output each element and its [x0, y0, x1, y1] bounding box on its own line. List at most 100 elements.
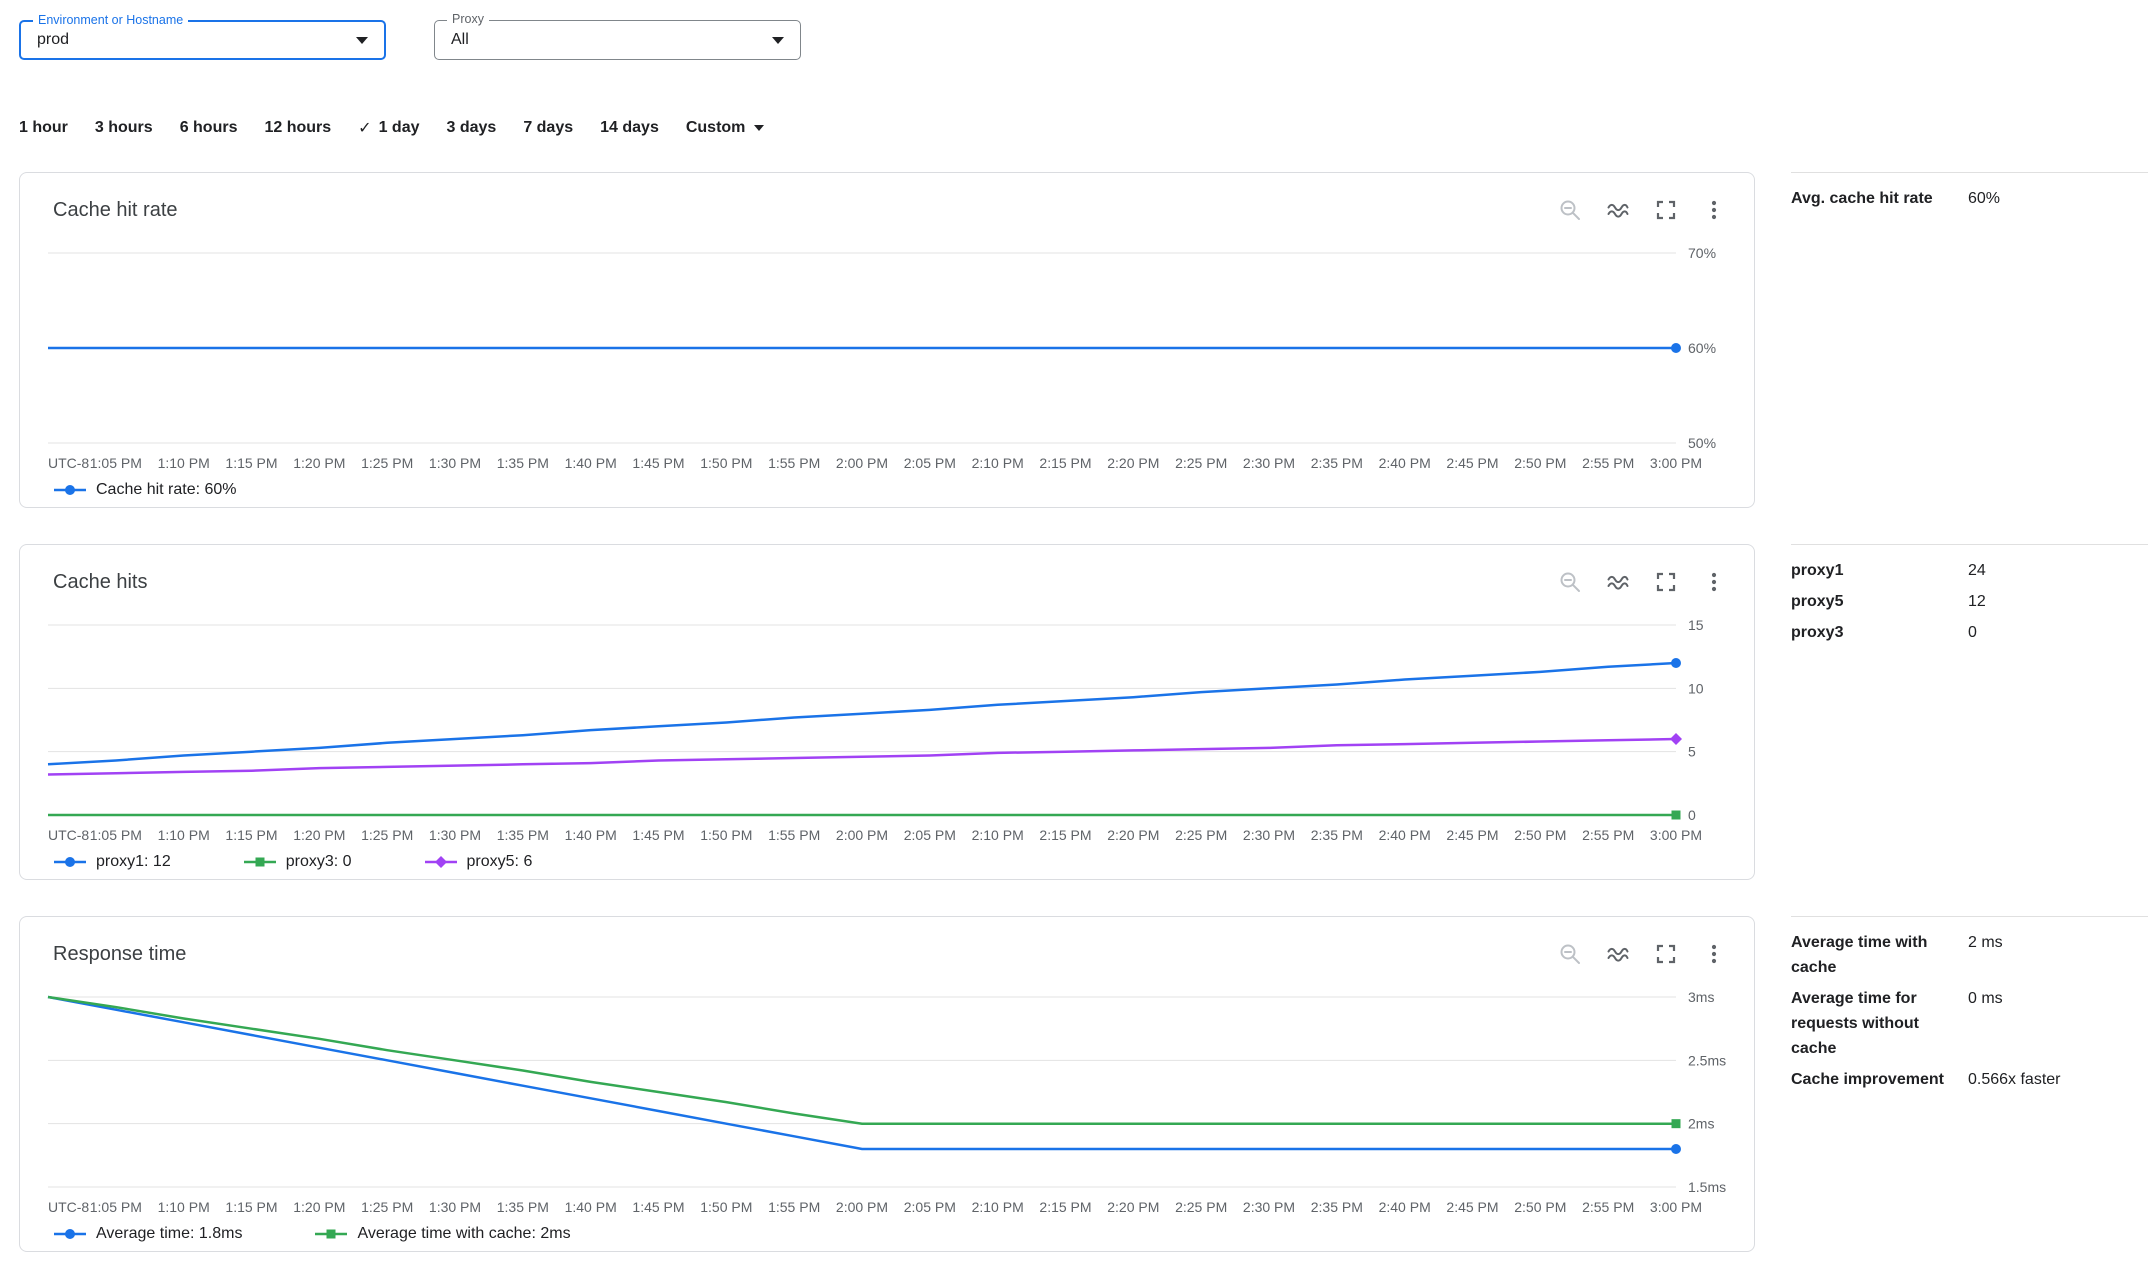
svg-text:1:05 PM: 1:05 PM: [90, 1199, 142, 1215]
legend-item[interactable]: Average time with cache: 2ms: [314, 1225, 571, 1243]
more-vert-icon[interactable]: [1702, 570, 1726, 594]
legend-item[interactable]: proxy5: 6: [424, 853, 533, 871]
time-range-1-day[interactable]: ✓ 1 day: [358, 118, 419, 138]
svg-text:1:50 PM: 1:50 PM: [700, 1199, 752, 1215]
svg-text:1:15 PM: 1:15 PM: [225, 455, 277, 471]
svg-text:1:30 PM: 1:30 PM: [429, 827, 481, 843]
svg-text:2:35 PM: 2:35 PM: [1311, 1199, 1363, 1215]
legend-marker-icon: [243, 857, 276, 867]
legend-item[interactable]: Cache hit rate: 60%: [53, 481, 237, 499]
time-range-3-days[interactable]: 3 days: [447, 119, 497, 137]
cache-hit-rate-chart[interactable]: 70% 60% 50% UTC-8 1:05 PM 1:10 PM 1:15 PM 1:20 …: [20, 247, 1754, 473]
legend-label: proxy5: 6: [466, 853, 533, 870]
arrow-drop-down-icon: [754, 125, 765, 131]
svg-text:1:25 PM: 1:25 PM: [361, 1199, 413, 1215]
svg-text:3:00 PM: 3:00 PM: [1650, 455, 1702, 471]
proxy-select[interactable]: Proxy All: [434, 12, 801, 60]
legend-item[interactable]: proxy1: 12: [53, 853, 171, 871]
stat-row: Cache improvement 0.566x faster: [1791, 1067, 2148, 1092]
time-range-label: 7 days: [523, 119, 574, 136]
stat-label: Avg. cache hit rate: [1791, 190, 1933, 207]
svg-text:2:40 PM: 2:40 PM: [1379, 455, 1431, 471]
legend-label: Average time: 1.8ms: [96, 1225, 243, 1242]
svg-text:2:25 PM: 2:25 PM: [1175, 455, 1227, 471]
time-range-7-days[interactable]: 7 days: [523, 119, 573, 137]
response-time-chart[interactable]: 3ms 2.5ms 2ms 1.5ms UTC-8 1:05 PM 1:10 PM 1:15 …: [20, 991, 1754, 1217]
zoom-out-icon[interactable]: [1558, 198, 1582, 222]
legend-item[interactable]: proxy3: 0: [243, 853, 352, 871]
svg-text:UTC-8: UTC-8: [48, 1199, 89, 1215]
legend-marker-icon: [54, 857, 86, 867]
time-range-label: 14 days: [600, 119, 659, 136]
more-vert-icon[interactable]: [1702, 198, 1726, 222]
svg-text:1:25 PM: 1:25 PM: [361, 827, 413, 843]
time-range-6-hours[interactable]: 6 hours: [180, 119, 238, 137]
legend-label: Average time with cache: 2ms: [357, 1225, 571, 1242]
svg-text:2:45 PM: 2:45 PM: [1446, 1199, 1498, 1215]
response-time-summary-panel: Average time with cache 2 ms Average time …: [1791, 916, 2148, 1252]
time-range-3-hours[interactable]: 3 hours: [95, 119, 153, 137]
time-range-14-days[interactable]: 14 days: [600, 119, 659, 137]
chart-title: Cache hits: [53, 570, 148, 593]
more-vert-icon[interactable]: [1702, 942, 1726, 966]
smooth-line-icon[interactable]: [1606, 942, 1630, 966]
proxy-select-value: All: [451, 31, 469, 48]
stat-value: 2 ms: [1968, 934, 2003, 951]
stat-row: proxy3 0: [1791, 620, 2148, 645]
fullscreen-icon[interactable]: [1654, 198, 1678, 222]
svg-text:70%: 70%: [1688, 247, 1716, 261]
svg-text:1:20 PM: 1:20 PM: [293, 1199, 345, 1215]
chart-title: Cache hit rate: [53, 198, 178, 221]
svg-text:1:35 PM: 1:35 PM: [497, 455, 549, 471]
svg-text:1:10 PM: 1:10 PM: [158, 1199, 210, 1215]
legend-item[interactable]: Average time: 1.8ms: [53, 1225, 242, 1243]
smooth-line-icon[interactable]: [1606, 198, 1630, 222]
time-range-1-hour[interactable]: 1 hour: [19, 119, 68, 137]
cache-hits-chart[interactable]: 15 10 5 0 UTC-8 1:05 PM 1:10 PM 1:15 PM 1:20 PM 1…: [20, 619, 1754, 845]
cache-hits-summary-panel: proxy1 24 proxy5 12 proxy3 0: [1791, 544, 2148, 880]
time-range-selector: 1 hour 3 hours 6 hours 12 hours ✓ 1 day 3 days…: [19, 118, 2148, 138]
svg-text:2ms: 2ms: [1688, 1116, 1714, 1132]
stat-value: 12: [1968, 593, 1986, 610]
svg-text:2:20 PM: 2:20 PM: [1107, 827, 1159, 843]
svg-text:1:20 PM: 1:20 PM: [293, 827, 345, 843]
stat-label: Cache improvement: [1791, 1071, 1944, 1088]
time-range-custom[interactable]: Custom: [686, 119, 765, 137]
stat-label: Average time for requests without cache: [1791, 990, 1920, 1057]
legend-marker-icon: [54, 1229, 86, 1239]
svg-text:2:45 PM: 2:45 PM: [1446, 827, 1498, 843]
svg-text:1.5ms: 1.5ms: [1688, 1179, 1726, 1195]
svg-text:2:50 PM: 2:50 PM: [1514, 455, 1566, 471]
svg-text:2:40 PM: 2:40 PM: [1379, 827, 1431, 843]
svg-text:5: 5: [1688, 744, 1696, 760]
fullscreen-icon[interactable]: [1654, 570, 1678, 594]
chart-toolbar: [1558, 942, 1726, 966]
cache-hits-card: Cache hits 15 10 5 0 UTC-8 1:05 PM 1:10 PM 1:15 …: [19, 544, 1755, 880]
chart-legend: Average time: 1.8ms Average time with cac…: [20, 1217, 1754, 1251]
stat-value: 0.566x faster: [1968, 1071, 2061, 1088]
stat-value: 60%: [1968, 190, 2001, 207]
svg-text:UTC-8: UTC-8: [48, 455, 89, 471]
svg-text:60%: 60%: [1688, 340, 1716, 356]
time-range-label: 3 hours: [94, 119, 153, 136]
svg-text:2:00 PM: 2:00 PM: [836, 1199, 888, 1215]
environment-select-label: Environment or Hostname: [33, 13, 189, 27]
svg-text:1:40 PM: 1:40 PM: [565, 1199, 617, 1215]
time-range-label: 12 hours: [264, 119, 332, 136]
check-icon: ✓: [358, 120, 372, 137]
svg-text:2:10 PM: 2:10 PM: [972, 455, 1024, 471]
svg-text:2:05 PM: 2:05 PM: [904, 827, 956, 843]
environment-select[interactable]: Environment or Hostname prod: [19, 13, 386, 60]
svg-text:2:35 PM: 2:35 PM: [1311, 827, 1363, 843]
time-range-12-hours[interactable]: 12 hours: [264, 119, 331, 137]
zoom-out-icon[interactable]: [1558, 942, 1582, 966]
proxy-select-label: Proxy: [447, 12, 489, 26]
fullscreen-icon[interactable]: [1654, 942, 1678, 966]
legend-marker-icon: [54, 485, 86, 495]
svg-text:1:50 PM: 1:50 PM: [700, 827, 752, 843]
smooth-line-icon[interactable]: [1606, 570, 1630, 594]
stat-row: Average time for requests without cache 0…: [1791, 986, 2148, 1061]
legend-marker-icon: [315, 1229, 348, 1239]
zoom-out-icon[interactable]: [1558, 570, 1582, 594]
svg-text:1:05 PM: 1:05 PM: [90, 455, 142, 471]
